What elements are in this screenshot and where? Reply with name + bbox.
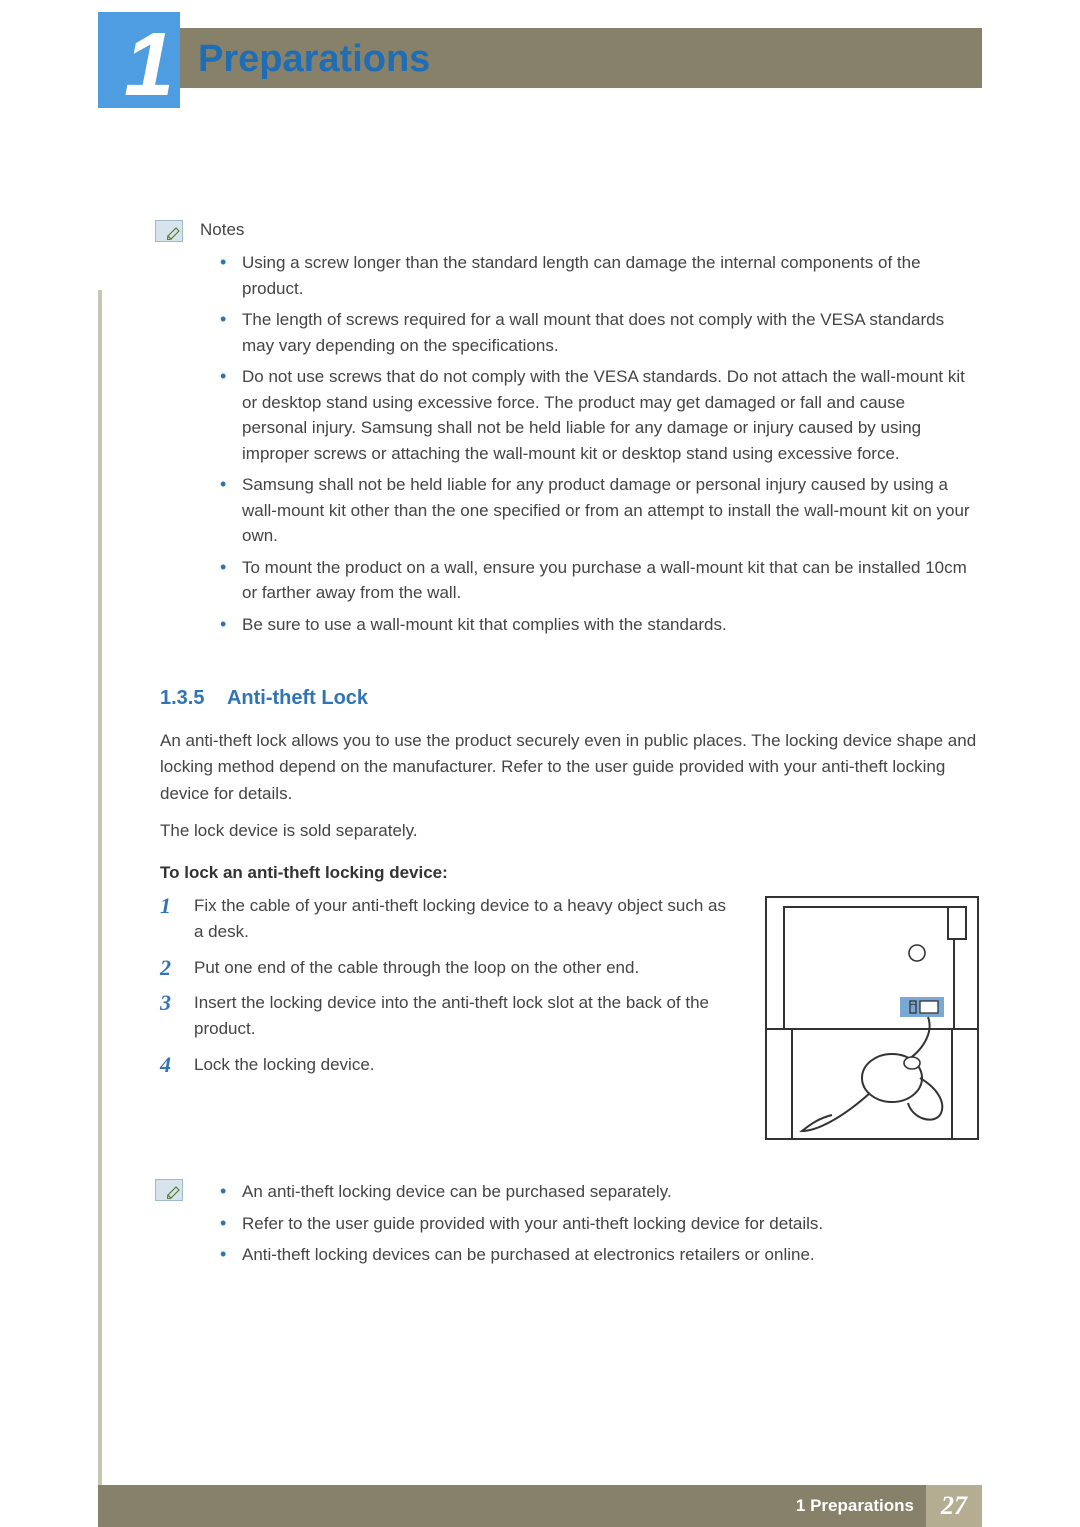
notes-list-item: Refer to the user guide provided with yo… <box>220 1211 974 1237</box>
section-paragraph: An anti-theft lock allows you to use the… <box>160 728 982 807</box>
notes-list-1: Using a screw longer than the standard l… <box>220 250 974 637</box>
section-paragraph: The lock device is sold separately. <box>160 821 982 841</box>
notes-heading: Notes <box>200 220 982 240</box>
notes-block-2: An anti-theft locking device can be purc… <box>160 1179 982 1268</box>
footer-chapter-text: 1 Preparations <box>796 1496 926 1516</box>
notes-list-item: Using a screw longer than the standard l… <box>220 250 974 301</box>
notes-list-item: Do not use screws that do not comply wit… <box>220 364 974 466</box>
content-area: Notes Using a screw longer than the stan… <box>160 220 982 1318</box>
footer-bar: 1 Preparations 27 <box>98 1485 982 1527</box>
step-item: Fix the cable of your anti-theft locking… <box>160 893 738 946</box>
notes-list-item: To mount the product on a wall, ensure y… <box>220 555 974 606</box>
notes-list-2: An anti-theft locking device can be purc… <box>220 1179 974 1268</box>
footer-page-number: 27 <box>926 1485 982 1527</box>
notes-list-item: The length of screws required for a wall… <box>220 307 974 358</box>
step-item: Put one end of the cable through the loo… <box>160 955 738 981</box>
chapter-number: 1 <box>124 20 174 110</box>
step-item: Lock the locking device. <box>160 1052 738 1078</box>
note-icon <box>155 1179 183 1201</box>
steps-list: Fix the cable of your anti-theft locking… <box>160 893 738 1143</box>
steps-wrap: Fix the cable of your anti-theft locking… <box>160 893 982 1143</box>
sidebar-line <box>98 290 102 1527</box>
steps-heading: To lock an anti-theft locking device: <box>160 863 982 883</box>
notes-block-1: Notes Using a screw longer than the stan… <box>160 220 982 637</box>
step-item: Insert the locking device into the anti-… <box>160 990 738 1043</box>
note-icon <box>155 220 183 242</box>
notes-list-item: Anti-theft locking devices can be purcha… <box>220 1242 974 1268</box>
section-title: Anti-theft Lock <box>227 687 368 710</box>
notes-list-item: Samsung shall not be held liable for any… <box>220 472 974 549</box>
lock-diagram <box>762 893 982 1143</box>
section-number: 1.3.5 <box>160 687 204 710</box>
notes-list-item: An anti-theft locking device can be purc… <box>220 1179 974 1205</box>
chapter-title: Preparations <box>198 38 430 81</box>
section-heading: 1.3.5 Anti-theft Lock <box>160 687 982 710</box>
chapter-number-box: 1 <box>98 12 180 108</box>
notes-list-item: Be sure to use a wall-mount kit that com… <box>220 612 974 638</box>
